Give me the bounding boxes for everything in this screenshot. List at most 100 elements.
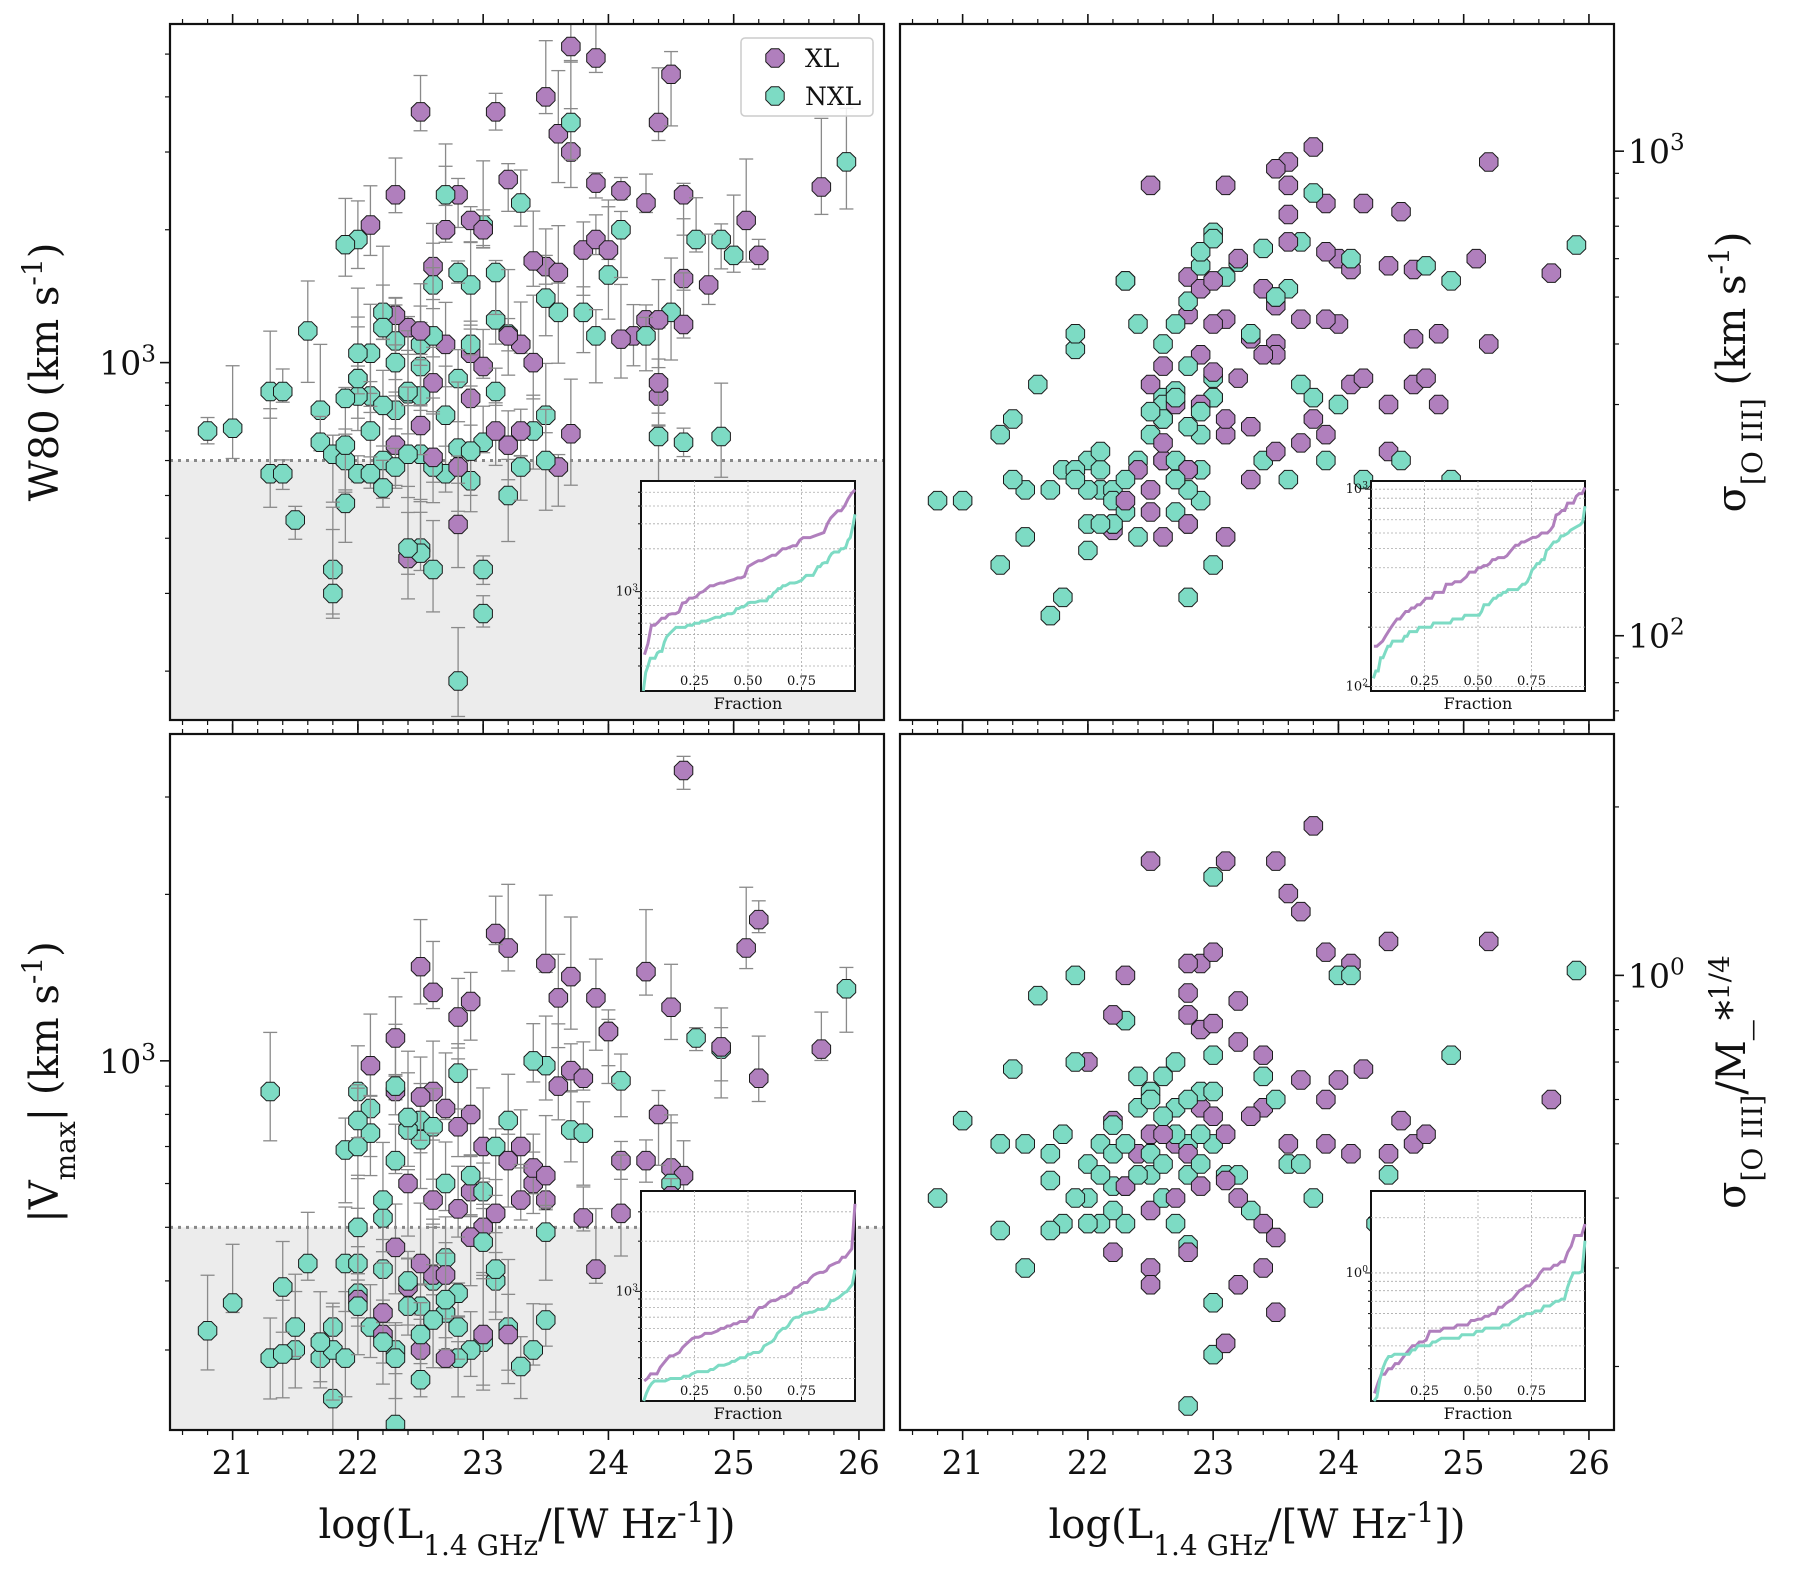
nxl-point	[323, 583, 343, 604]
x-tick-label: 26	[838, 1443, 880, 1482]
nxl-point	[435, 1289, 456, 1310]
nxl-point	[1316, 450, 1336, 471]
xl-point	[435, 1348, 456, 1368]
nxl-point	[1165, 502, 1186, 522]
nxl-point	[335, 435, 356, 455]
nxl-point	[360, 464, 381, 484]
nxl-point	[1015, 1258, 1035, 1278]
xl-point	[1479, 152, 1499, 172]
nxl-point	[1441, 271, 1461, 291]
xl-point	[1541, 1089, 1562, 1110]
nxl-point	[1090, 514, 1111, 534]
xl-point	[523, 352, 543, 373]
nxl-point	[1128, 1165, 1148, 1185]
xl-point	[611, 1203, 631, 1224]
xl-point	[611, 329, 631, 349]
nxl-point	[398, 444, 418, 464]
nxl-point	[1303, 387, 1324, 408]
nxl-point	[1203, 1045, 1223, 1065]
xl-point	[1178, 953, 1198, 974]
x-tick-label: 22	[1067, 1443, 1109, 1482]
xl-point	[1103, 1242, 1123, 1262]
xl-point	[448, 514, 468, 535]
x-tick-label: 25	[713, 1443, 755, 1482]
xl-point	[485, 421, 506, 441]
xl-point	[1203, 1013, 1223, 1034]
xl-point	[373, 1303, 393, 1323]
nxl-point	[423, 1310, 443, 1330]
nxl-point	[448, 368, 468, 389]
xl-point	[1190, 1176, 1211, 1196]
nxl-point	[298, 321, 318, 341]
xl-point	[548, 1076, 569, 1096]
nxl-point	[1115, 469, 1136, 490]
xl-point	[1316, 242, 1336, 262]
xl-point	[460, 991, 481, 1012]
x-tick-label: 21	[942, 1443, 984, 1482]
nxl-point	[373, 395, 393, 416]
xl-point	[385, 1028, 406, 1048]
panel-2-frame	[898, 22, 1616, 722]
xl-point	[1291, 433, 1311, 453]
nxl-point	[990, 1134, 1010, 1154]
nxl-point	[586, 326, 606, 346]
inset-x-tick-label: 0.75	[1517, 674, 1546, 689]
panel-3-points	[197, 755, 857, 1430]
nxl-point	[1078, 540, 1098, 561]
nxl-point	[385, 1150, 406, 1171]
nxl-point	[1090, 460, 1111, 480]
xl-point	[1378, 256, 1399, 276]
nxl-point	[1203, 1293, 1223, 1313]
nxl-point	[1065, 1188, 1086, 1208]
xl-point	[1253, 345, 1273, 365]
nxl-point	[398, 1107, 418, 1128]
nxl-point	[485, 381, 506, 402]
nxl-point	[1378, 1165, 1399, 1185]
xl-point	[473, 356, 493, 377]
xl-point	[1378, 1144, 1399, 1164]
nxl-point	[1165, 387, 1186, 408]
xl-point	[1328, 1070, 1349, 1090]
xl-point	[661, 64, 681, 84]
nxl-point	[298, 1253, 318, 1274]
nxl-point	[1028, 985, 1048, 1006]
nxl-point	[711, 426, 731, 447]
nxl-point	[952, 1110, 973, 1131]
xl-point	[435, 220, 456, 240]
nxl-point	[1015, 1134, 1035, 1154]
nxl-point	[1328, 394, 1349, 415]
nxl-point	[1040, 1144, 1061, 1164]
xl-point	[1215, 1170, 1236, 1191]
nxl-point	[1153, 334, 1173, 354]
xl-point	[1353, 193, 1374, 214]
xl-point	[1428, 394, 1449, 415]
xl-point	[598, 1021, 619, 1042]
nxl-point	[1078, 1154, 1098, 1174]
xl-point	[1378, 394, 1399, 415]
xl-point	[1215, 175, 1236, 196]
nxl-point	[448, 262, 468, 283]
xl-point	[548, 262, 569, 283]
nxl-point	[536, 1222, 556, 1242]
nxl-point	[536, 450, 556, 471]
xl-point	[448, 1199, 468, 1219]
nxl-point	[523, 1051, 543, 1071]
xl-point	[811, 177, 832, 197]
inset-y-tick-label: 100	[1346, 1265, 1369, 1281]
panel-1-frame	[168, 22, 886, 722]
nxl-point	[448, 1063, 468, 1083]
xl-point	[1140, 502, 1161, 522]
xl-point	[498, 326, 518, 346]
nxl-point	[1178, 356, 1198, 376]
xl-point	[1203, 1106, 1223, 1126]
nxl-point	[1165, 1052, 1186, 1072]
nxl-point	[1103, 1115, 1123, 1135]
xl-point	[648, 373, 669, 393]
xl-point	[1353, 1059, 1374, 1079]
inset-x-tick-label: 0.25	[1410, 1384, 1439, 1399]
nxl-point	[1441, 1045, 1461, 1065]
xl-point	[636, 193, 656, 213]
xl-point	[1278, 1134, 1299, 1154]
nxl-point	[385, 352, 406, 373]
inset-x-tick-label: 0.50	[734, 674, 763, 689]
